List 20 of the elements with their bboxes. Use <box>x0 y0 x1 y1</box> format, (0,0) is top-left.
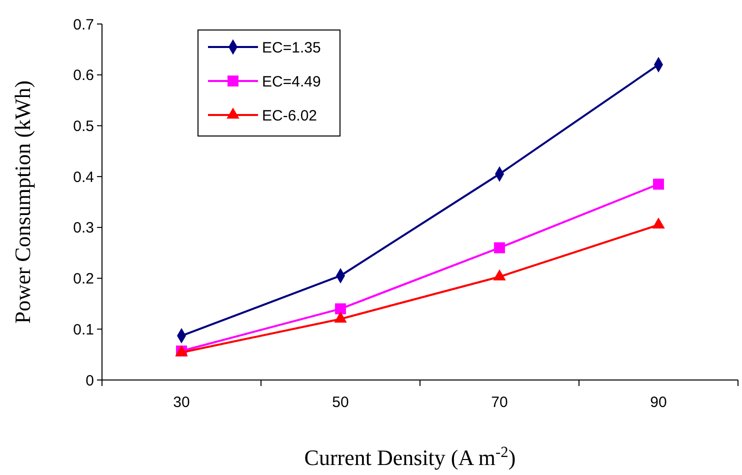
y-tick-label: 0.4 <box>73 168 94 186</box>
point <box>335 303 346 314</box>
y-tick-label: 0.5 <box>73 118 94 135</box>
y-tick-label: 0 <box>86 372 94 390</box>
legend-label: EC=1.35 <box>262 39 321 56</box>
x-tick-label: 90 <box>650 394 667 411</box>
x-tick-label: 70 <box>491 394 508 411</box>
y-tick-label: 0.2 <box>73 270 94 288</box>
legend-label: EC=4.49 <box>262 73 321 90</box>
point <box>653 178 664 190</box>
y-tick-label: 0.1 <box>73 321 94 338</box>
point <box>494 242 505 254</box>
y-tick-label: 0.3 <box>73 220 94 237</box>
x-axis-title: Current Density (A m$^{-2}$) <box>304 444 516 470</box>
y-tick-label: 0.7 <box>73 16 94 34</box>
legend-label: EC-6.02 <box>262 107 318 124</box>
y-tick-label: 0.6 <box>73 67 94 84</box>
y-axis-title: Power Consumption (kWh) <box>10 80 35 324</box>
x-tick-label: 50 <box>332 394 349 411</box>
x-tick-label: 30 <box>173 394 190 411</box>
